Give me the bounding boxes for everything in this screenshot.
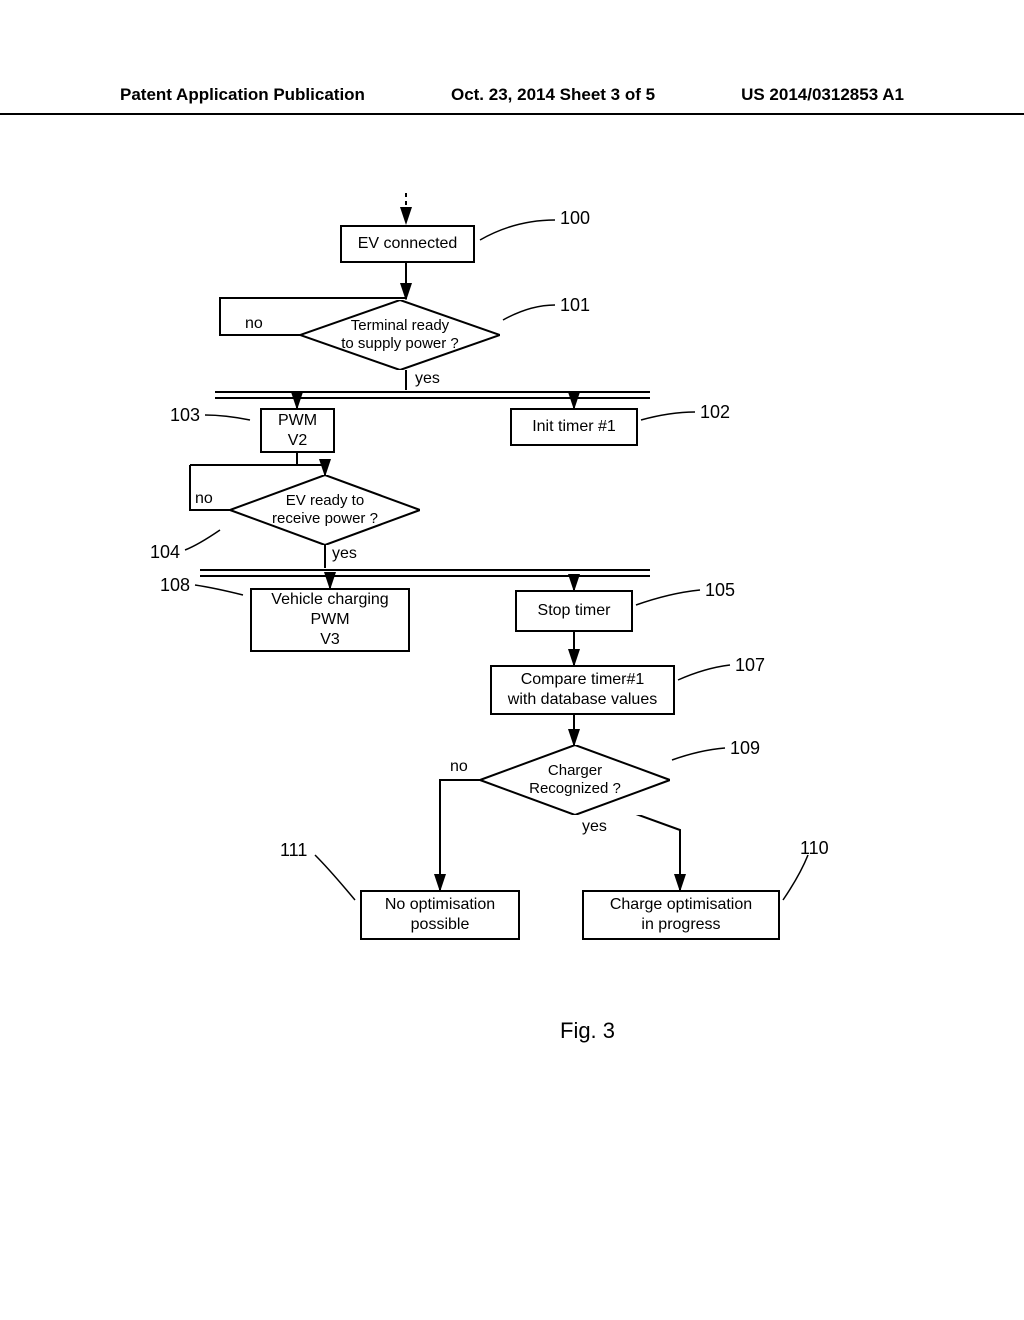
label-no-101: no — [245, 315, 263, 333]
node-text: No optimisation possible — [385, 895, 495, 935]
header-left: Patent Application Publication — [120, 85, 365, 105]
node-text: Stop timer — [538, 601, 611, 621]
header-center: Oct. 23, 2014 Sheet 3 of 5 — [451, 85, 655, 105]
node-stop-timer: Stop timer — [515, 590, 633, 632]
ref-108: 108 — [160, 575, 190, 596]
node-text: EV ready to receive power ? — [272, 492, 378, 528]
label-yes-104: yes — [332, 545, 357, 563]
ref-109: 109 — [730, 738, 760, 759]
ref-110: 110 — [800, 838, 829, 859]
page-header: Patent Application Publication Oct. 23, … — [0, 85, 1024, 115]
node-text: Charge optimisation in progress — [610, 895, 752, 935]
label-no-104: no — [195, 490, 213, 508]
node-ev-connected: EV connected — [340, 225, 475, 263]
ref-101: 101 — [560, 295, 590, 316]
ref-100: 100 — [560, 208, 590, 229]
page: Patent Application Publication Oct. 23, … — [0, 0, 1024, 1320]
ref-107: 107 — [735, 655, 765, 676]
node-init-timer: Init timer #1 — [510, 408, 638, 446]
node-text: Vehicle charging PWM V3 — [271, 590, 388, 650]
node-text: Terminal ready to supply power ? — [341, 317, 459, 353]
node-charger-recognized: Charger Recognized ? — [480, 745, 670, 815]
node-text: Init timer #1 — [532, 417, 616, 437]
node-charge-optimisation: Charge optimisation in progress — [582, 890, 780, 940]
node-ev-ready: EV ready to receive power ? — [230, 475, 420, 545]
label-yes-109: yes — [582, 818, 607, 836]
label-yes-101: yes — [415, 370, 440, 388]
flowchart: EV connected Terminal ready to supply po… — [160, 190, 820, 1110]
node-text: PWM V2 — [278, 411, 317, 451]
ref-105: 105 — [705, 580, 735, 601]
node-compare-timer: Compare timer#1 with database values — [490, 665, 675, 715]
node-no-optimisation: No optimisation possible — [360, 890, 520, 940]
ref-111: 111 — [280, 840, 307, 861]
node-text: EV connected — [358, 234, 458, 254]
ref-102: 102 — [700, 402, 730, 423]
node-pwm-v2: PWM V2 — [260, 408, 335, 453]
label-no-109: no — [450, 758, 468, 776]
ref-104: 104 — [150, 542, 180, 563]
node-terminal-ready: Terminal ready to supply power ? — [300, 300, 500, 370]
node-vehicle-charging: Vehicle charging PWM V3 — [250, 588, 410, 652]
ref-103: 103 — [170, 405, 200, 426]
node-text: Charger Recognized ? — [529, 762, 621, 798]
header-right: US 2014/0312853 A1 — [741, 85, 904, 105]
node-text: Compare timer#1 with database values — [508, 670, 657, 710]
figure-caption: Fig. 3 — [560, 1018, 615, 1044]
